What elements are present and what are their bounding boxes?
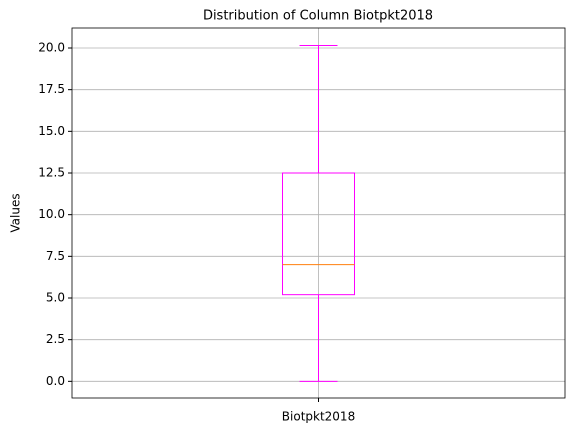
y-tick-label: 0.0 <box>46 374 65 388</box>
y-tick-label: 12.5 <box>38 166 65 180</box>
y-tick-label: 2.5 <box>46 332 65 346</box>
y-axis-label: Values <box>9 193 23 232</box>
x-tick-label: Biotpkt2018 <box>282 410 355 424</box>
y-tick-label: 20.0 <box>38 41 65 55</box>
y-tick-label: 7.5 <box>46 249 65 263</box>
y-tick-label: 10.0 <box>38 207 65 221</box>
y-tick-label: 17.5 <box>38 82 65 96</box>
y-tick-label: 5.0 <box>46 291 65 305</box>
chart-title: Distribution of Column Biotpkt2018 <box>203 9 433 24</box>
box <box>282 172 355 296</box>
plot-frame <box>71 27 566 399</box>
y-tick-label: 15.0 <box>38 124 65 138</box>
